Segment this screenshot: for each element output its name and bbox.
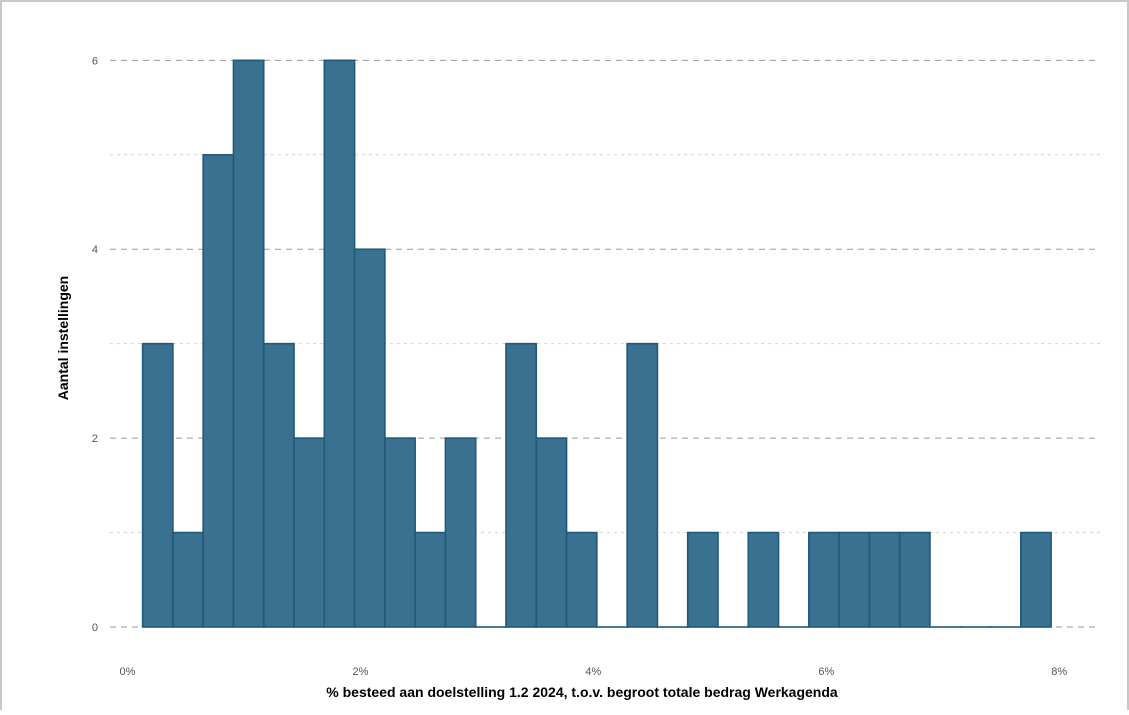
histogram-bar bbox=[264, 344, 294, 627]
histogram-bar bbox=[627, 344, 657, 627]
histogram-bar bbox=[869, 533, 899, 627]
x-tick-label: 8% bbox=[1051, 666, 1067, 678]
y-tick-label: 6 bbox=[92, 55, 98, 67]
y-tick-label: 0 bbox=[92, 622, 98, 634]
histogram-bar bbox=[688, 533, 718, 627]
bars-group bbox=[143, 60, 1051, 627]
x-tick-label: 0% bbox=[120, 666, 136, 678]
histogram-bar bbox=[536, 438, 566, 627]
histogram-bar bbox=[415, 533, 445, 627]
y-axis-title: Aantal instellingen bbox=[55, 276, 71, 400]
histogram-bar bbox=[506, 344, 536, 627]
histogram-bar bbox=[355, 249, 385, 627]
histogram-bar bbox=[900, 533, 930, 627]
x-axis-title: % besteed aan doelstelling 1.2 2024, t.o… bbox=[326, 684, 838, 700]
y-tick-label: 2 bbox=[92, 433, 98, 445]
histogram-bar bbox=[143, 344, 173, 627]
histogram-bar bbox=[748, 533, 778, 627]
histogram-bar bbox=[294, 438, 324, 627]
histogram-bar bbox=[1021, 533, 1051, 627]
histogram-bar bbox=[809, 533, 839, 627]
histogram-bar bbox=[173, 533, 203, 627]
histogram-bar bbox=[385, 438, 415, 627]
histogram-bar bbox=[324, 60, 354, 627]
x-tick-label: 2% bbox=[352, 666, 368, 678]
histogram-bar bbox=[445, 438, 475, 627]
x-tick-label: 4% bbox=[585, 666, 601, 678]
histogram-bar bbox=[839, 533, 869, 627]
x-tick-labels: 0% 2% 4% 6% 8% bbox=[120, 666, 1068, 678]
histogram-bar bbox=[203, 155, 233, 627]
x-tick-label: 6% bbox=[818, 666, 834, 678]
histogram-bar bbox=[233, 60, 263, 627]
y-tick-label: 4 bbox=[92, 244, 98, 256]
y-tick-labels: 0 2 4 6 bbox=[92, 55, 98, 634]
histogram-bar bbox=[567, 533, 597, 627]
